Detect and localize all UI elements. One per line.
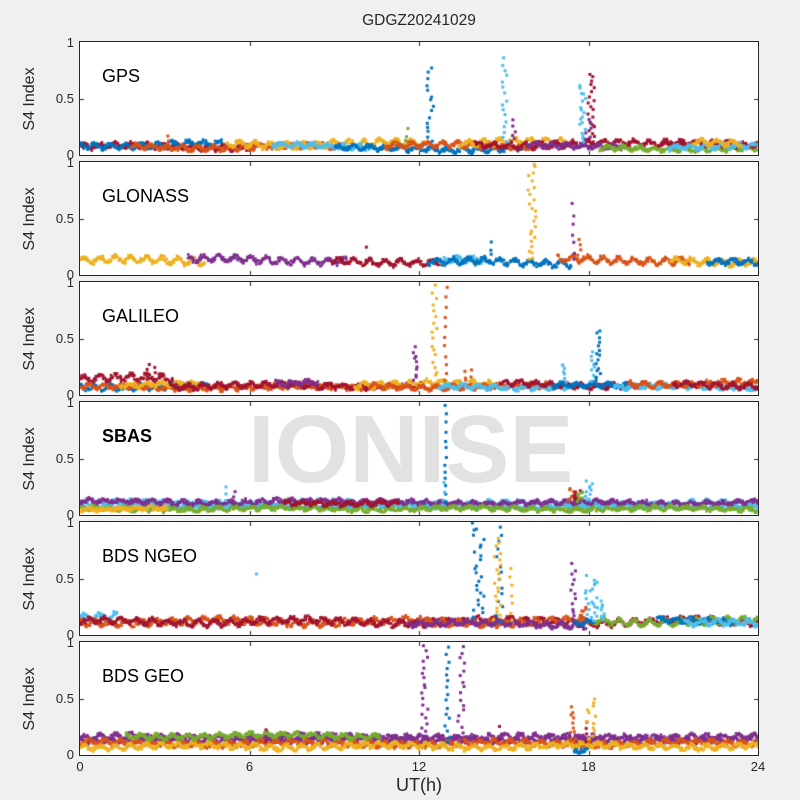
ytick-gps-0: 0 <box>66 147 74 162</box>
ylabel-bds-ngeo: S4 Index <box>21 547 38 611</box>
ylabel-glonass: S4 Index <box>21 187 38 251</box>
panel-label-bds-geo: BDS GEO <box>102 666 185 686</box>
panel-label-bds-ngeo: BDS NGEO <box>102 546 198 566</box>
panel-glonass: GLONASS <box>79 161 759 276</box>
panel-label-sbas: SBAS <box>102 426 153 446</box>
panel-galileo: GALILEO <box>79 281 759 396</box>
panel-sbas: IONISE SBAS <box>79 401 759 516</box>
ytick-gal-05: 0.5 <box>55 331 74 346</box>
galileo-scatter-plot <box>80 282 758 395</box>
sbas-scatter-plot <box>80 402 758 515</box>
ytick-glo-05: 0.5 <box>55 211 74 226</box>
ytick-ngeo-0: 0 <box>66 627 74 642</box>
ytick-glo-1: 1 <box>66 155 74 170</box>
ytick-sbas-05: 0.5 <box>55 451 74 466</box>
panel-gps: GPS <box>79 41 759 156</box>
ylabel-galileo: S4 Index <box>21 307 38 371</box>
glonass-scatter-plot <box>80 162 758 275</box>
panel-label-galileo: GALILEO <box>102 306 180 326</box>
ytick-gps-05: 0.5 <box>55 91 74 106</box>
ytick-ngeo-05: 0.5 <box>55 571 74 586</box>
ytick-gal-1: 1 <box>66 275 74 290</box>
gps-scatter-plot <box>80 42 758 155</box>
xtick-18: 18 <box>581 759 596 774</box>
ytick-sbas-1: 1 <box>66 395 74 410</box>
panel-label-gps: GPS <box>102 66 141 86</box>
panel-label-glonass: GLONASS <box>102 186 190 206</box>
ytick-gps-1: 1 <box>66 35 74 50</box>
xaxis-label: UT(h) <box>396 775 442 795</box>
ytick-geo-1: 1 <box>66 635 74 650</box>
ytick-gal-0: 0 <box>66 387 74 402</box>
ylabel-sbas: S4 Index <box>21 427 38 491</box>
panel-bds-geo: BDS GEO <box>79 641 759 756</box>
ytick-geo-0: 0 <box>66 747 74 762</box>
xtick-24: 24 <box>750 759 766 774</box>
panel-bds-ngeo: BDS NGEO <box>79 521 759 636</box>
bds-geo-scatter-plot <box>80 642 758 755</box>
ylabel-gps: S4 Index <box>21 67 38 131</box>
figure-title: GDGZ20241029 <box>362 12 476 29</box>
ytick-geo-05: 0.5 <box>55 691 74 706</box>
ytick-sbas-0: 0 <box>66 507 74 522</box>
xtick-0: 0 <box>76 759 84 774</box>
xtick-12: 12 <box>411 759 427 774</box>
ytick-glo-0: 0 <box>66 267 74 282</box>
bds-ngeo-scatter-plot <box>80 522 758 635</box>
ytick-ngeo-1: 1 <box>66 515 74 530</box>
xtick-6: 6 <box>245 759 254 774</box>
ylabel-bds-geo: S4 Index <box>21 667 38 731</box>
